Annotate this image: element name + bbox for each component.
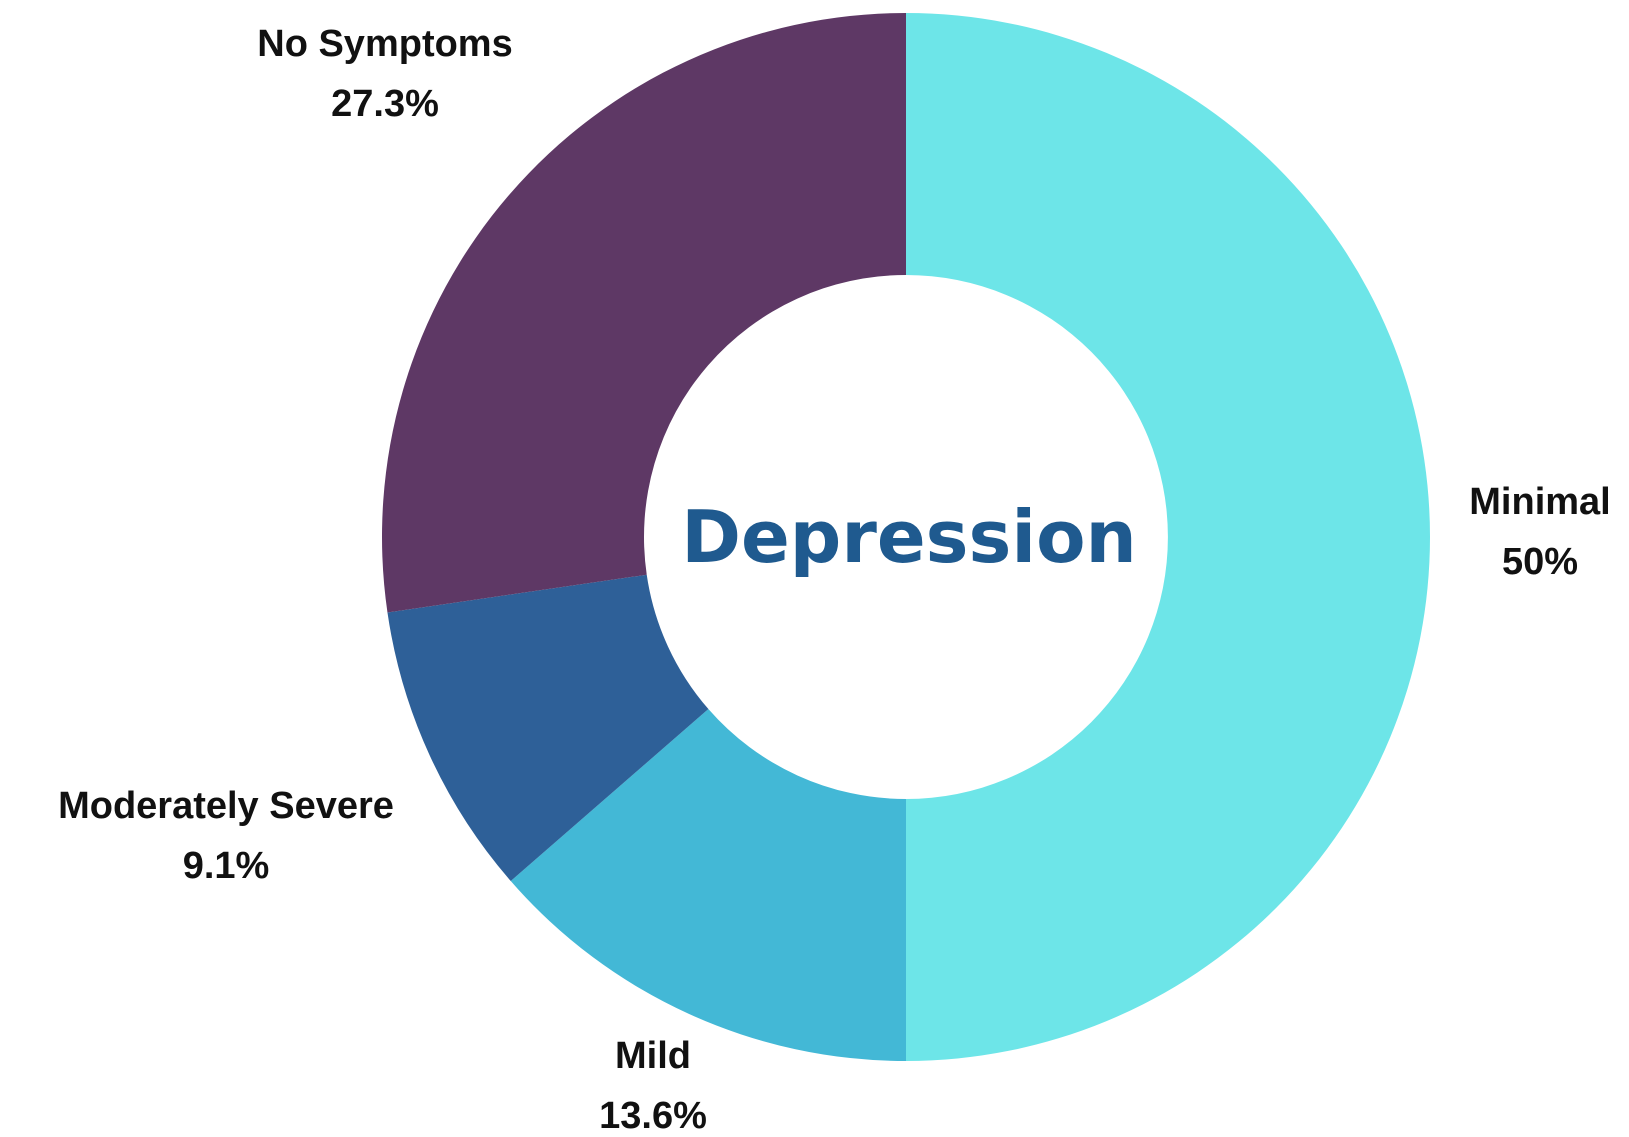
slice-label-value: 27.3%	[331, 83, 439, 125]
slice-moderately-severe	[387, 574, 709, 882]
slice-label-name: Moderately Severe	[58, 785, 394, 827]
slice-labels-group: Minimal 50% Mild 13.6% Moderately Severe 9.1%…	[58, 23, 1611, 1137]
chart-title: Depression	[681, 495, 1137, 579]
slice-label-name: Minimal	[1469, 481, 1610, 523]
slice-label-value: 9.1%	[183, 845, 270, 887]
slice-mild	[510, 709, 906, 1061]
slice-label-value: 13.6%	[599, 1095, 707, 1137]
slice-minimal	[906, 13, 1430, 1061]
slice-no-symptoms	[382, 13, 906, 613]
slices-group	[382, 13, 1430, 1061]
slice-label-value: 50%	[1502, 541, 1578, 583]
slice-label-name: No Symptoms	[257, 23, 512, 65]
slice-label-name: Mild	[615, 1035, 691, 1077]
